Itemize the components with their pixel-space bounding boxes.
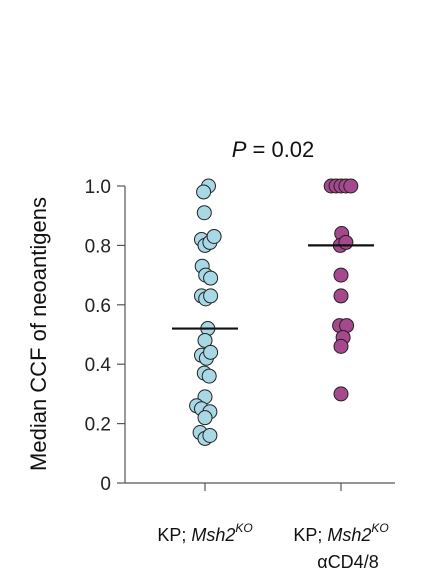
data-point <box>203 270 219 286</box>
data-point <box>343 178 359 194</box>
x-category-label: KP; Msh2KO <box>157 521 252 545</box>
y-axis-title: Median CCF of neoantigens <box>26 197 51 471</box>
y-tick-label: 1.0 <box>85 177 111 198</box>
data-point <box>333 386 349 402</box>
y-tick-label: 0.6 <box>85 296 111 317</box>
data-point <box>333 267 349 283</box>
data-point <box>203 344 219 360</box>
data-point <box>196 184 212 200</box>
p-value-annotation: P = 0.02 <box>232 137 315 162</box>
x-axis <box>125 482 395 491</box>
data-point <box>333 338 349 354</box>
p-symbol: P <box>232 137 247 162</box>
data-points <box>189 178 359 446</box>
data-point <box>203 288 219 304</box>
y-tick-label: 0.2 <box>85 415 111 436</box>
data-point <box>206 228 222 244</box>
data-point <box>338 234 354 250</box>
data-point <box>202 427 218 443</box>
category-labels: KP; Msh2KO KP; Msh2KO αCD4/8 <box>157 521 388 572</box>
data-point <box>333 288 349 304</box>
p-value-text: = 0.02 <box>246 137 314 162</box>
x-category-sublabel: αCD4/8 <box>317 552 378 572</box>
data-point <box>197 410 213 426</box>
y-tick-label: 0.8 <box>85 236 111 257</box>
data-point <box>196 205 212 221</box>
median-lines <box>172 244 374 330</box>
y-tick-label: 0.4 <box>85 355 112 376</box>
x-category-label: KP; Msh2KO <box>293 521 388 545</box>
y-axis: 0 0.2 0.4 0.6 0.8 1.0 <box>85 177 126 495</box>
y-tick-label: 0 <box>100 474 111 495</box>
data-point <box>201 368 217 384</box>
